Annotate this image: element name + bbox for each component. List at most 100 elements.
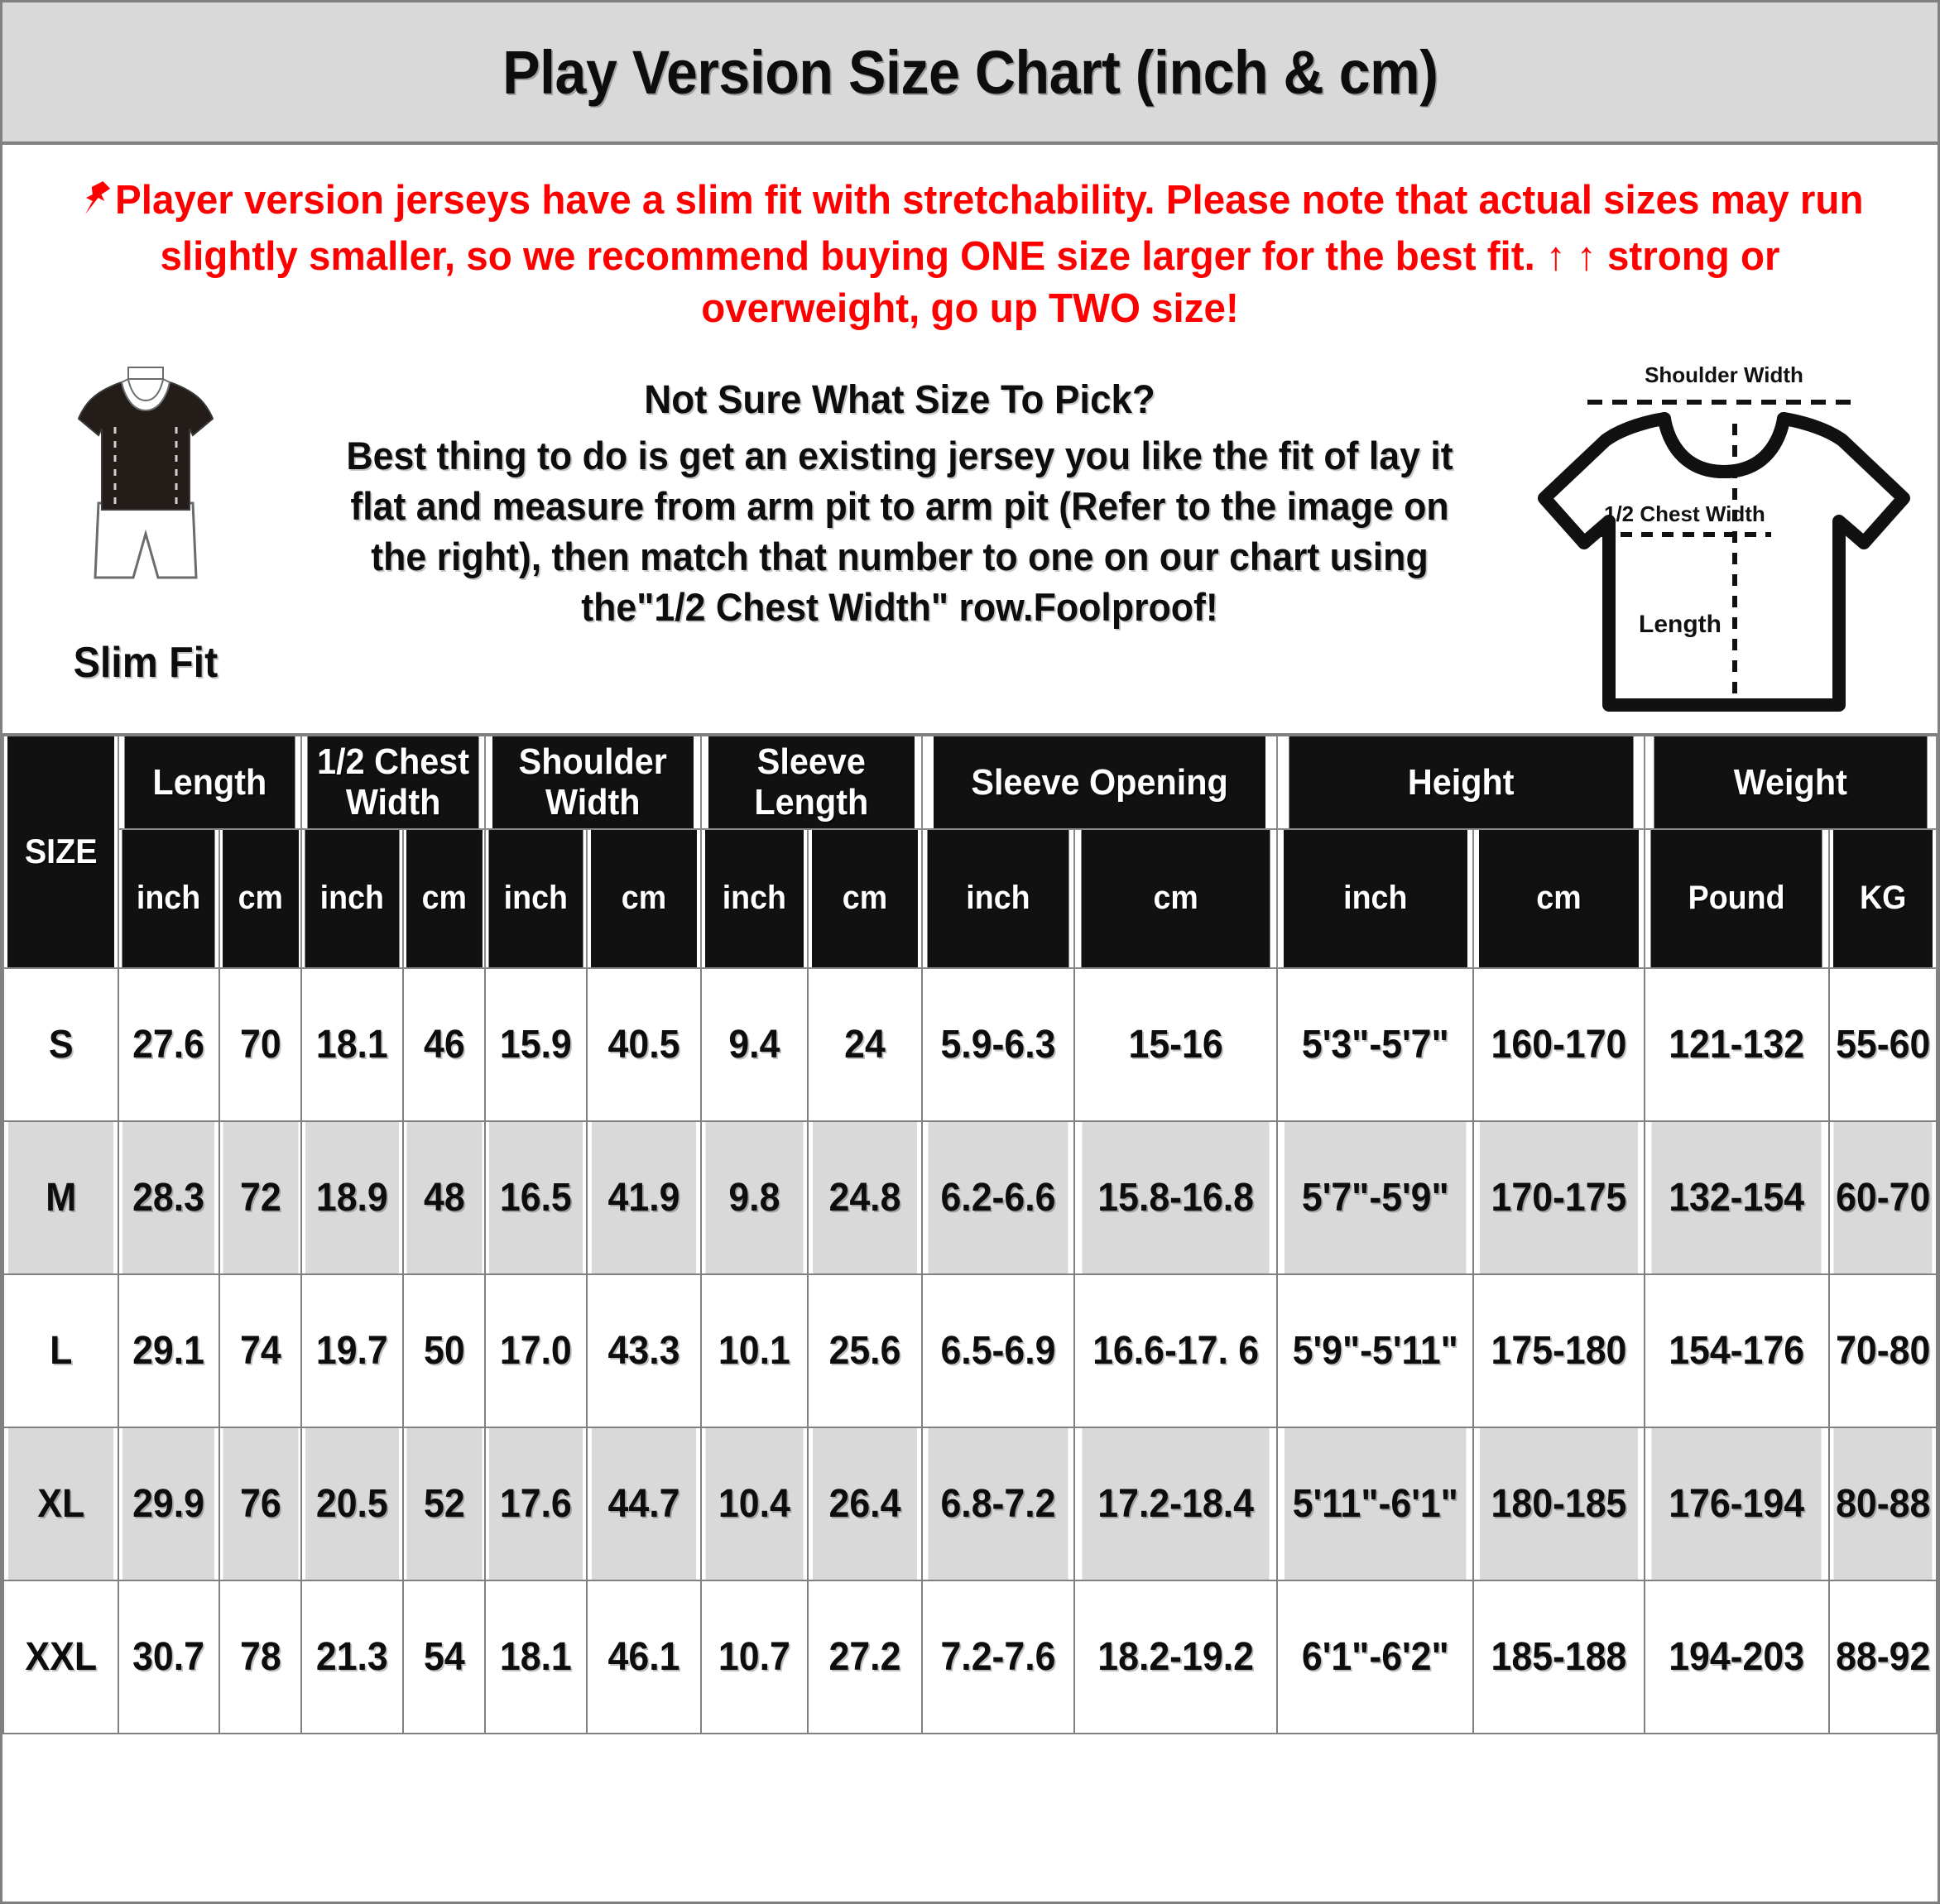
- tee-chest-width-label: 1/2 Chest Width: [1604, 501, 1765, 526]
- cell: 27.2: [810, 1579, 919, 1734]
- title-band: Play Version Size Chart (inch & cm): [2, 2, 1938, 145]
- table-row: L 29.1 74 19.7 50 17.0 43.3 10.1 25.6 6.5-6.9 16.6…: [3, 1273, 1937, 1428]
- col-header-sleevelen-cm: cm: [809, 827, 920, 969]
- cell: 18.1: [304, 966, 401, 1122]
- cell: 5.9-6.3: [926, 966, 1070, 1122]
- cell: 70-80: [1832, 1273, 1934, 1428]
- row-size-label: XL: [6, 1426, 116, 1581]
- cell: 43.3: [589, 1273, 699, 1428]
- cell: 29.1: [121, 1273, 217, 1428]
- cell: 76: [221, 1426, 300, 1581]
- table-row: M 28.3 72 18.9 48 16.5 41.9 9.8 24.8 6.2-6.6 15.8-…: [3, 1120, 1937, 1275]
- col-group-half-chest-width: 1/2 Chest Width: [305, 734, 481, 830]
- tee-diagram-block: Shoulder Width 1/2 Chest Width Length: [1517, 359, 1931, 736]
- cell: 175-180: [1478, 1273, 1640, 1428]
- col-header-sleevelen-inch: inch: [703, 827, 805, 969]
- cell: 29.9: [121, 1426, 217, 1581]
- cell: 72: [221, 1120, 300, 1275]
- cell: 10.4: [703, 1426, 805, 1581]
- cell: 60-70: [1832, 1120, 1934, 1275]
- cell: 7.2-7.6: [926, 1579, 1070, 1734]
- cell: 170-175: [1478, 1120, 1640, 1275]
- cell: 30.7: [121, 1579, 217, 1734]
- cell: 46.1: [589, 1579, 699, 1734]
- cell: 185-188: [1478, 1579, 1640, 1734]
- cell: 10.1: [703, 1273, 805, 1428]
- col-header-shoulder-inch: inch: [487, 827, 585, 969]
- cell: 10.7: [703, 1579, 805, 1734]
- cell: 78: [221, 1579, 300, 1734]
- cell: 6'1"-6'2": [1283, 1579, 1468, 1734]
- cell: 24: [810, 966, 919, 1122]
- cell: 52: [405, 1426, 483, 1581]
- row-size-label: L: [6, 1273, 116, 1428]
- cell: 88-92: [1832, 1579, 1934, 1734]
- col-group-sleeve-opening: Sleeve Opening: [931, 734, 1267, 830]
- col-header-chest-inch: inch: [303, 827, 401, 969]
- col-header-shoulder-cm: cm: [589, 827, 699, 969]
- cell: 74: [221, 1273, 300, 1428]
- cell: 6.8-7.2: [926, 1426, 1070, 1581]
- cell: 5'9"-5'11": [1283, 1273, 1468, 1428]
- table-row: XL 29.9 76 20.5 52 17.6 44.7 10.4 26.4 6.8-7.2 17.…: [3, 1426, 1937, 1581]
- col-header-weight-kg: KG: [1831, 827, 1935, 969]
- cell: 16.5: [487, 1120, 584, 1275]
- cell: 15-16: [1080, 966, 1271, 1122]
- cell: 194-203: [1650, 1579, 1823, 1734]
- cell: 27.6: [121, 966, 217, 1122]
- cell: 19.7: [304, 1273, 401, 1428]
- table-row: S 27.6 70 18.1 46 15.9 40.5 9.4 24 5.9-6.3 15-16 5'…: [3, 966, 1937, 1122]
- col-header-chest-cm: cm: [404, 827, 484, 969]
- cell: 9.8: [703, 1120, 805, 1275]
- col-header-size: SIZE: [6, 734, 117, 969]
- table-row: XXL 30.7 78 21.3 54 18.1 46.1 10.7 27.2 7.2-7.6 18…: [3, 1579, 1937, 1734]
- cell: 5'7"-5'9": [1283, 1120, 1468, 1275]
- cell: 40.5: [589, 966, 699, 1122]
- cell: 17.6: [487, 1426, 584, 1581]
- col-group-weight: Weight: [1652, 734, 1929, 830]
- cell: 48: [405, 1120, 483, 1275]
- cell: 18.9: [304, 1120, 401, 1275]
- cell: 46: [405, 966, 483, 1122]
- cell: 28.3: [121, 1120, 217, 1275]
- col-group-length: Length: [123, 734, 297, 830]
- cell: 24.8: [810, 1120, 919, 1275]
- cell: 21.3: [304, 1579, 401, 1734]
- cell: 176-194: [1650, 1426, 1823, 1581]
- col-group-sleeve-length: Sleeve Length: [707, 734, 916, 830]
- table-group-header-row: SIZE Length 1/2 Chest Width Shoulder Wid…: [3, 734, 1937, 969]
- row-size-label: M: [6, 1120, 116, 1275]
- cell: 5'11"-6'1": [1283, 1426, 1468, 1581]
- pushpin-icon: [76, 178, 113, 231]
- slim-fit-illustration-block: Slim Fit: [9, 359, 282, 688]
- col-group-height: Height: [1287, 734, 1635, 830]
- cell: 55-60: [1832, 966, 1934, 1122]
- table-body: S 27.6 70 18.1 46 15.9 40.5 9.4 24 5.9-6.3 15-16 5'…: [3, 966, 1937, 1734]
- cell: 15.8-16.8: [1080, 1120, 1271, 1275]
- cell: 18.2-19.2: [1080, 1579, 1271, 1734]
- howto-body: Best thing to do is get an existing jers…: [346, 434, 1453, 630]
- col-header-sleeveopen-cm: cm: [1079, 827, 1272, 969]
- fit-notice-text: Player version jerseys have a slim fit w…: [115, 178, 1864, 332]
- cell: 50: [405, 1273, 483, 1428]
- cell: 16.6-17. 6: [1080, 1273, 1271, 1428]
- howto-block: Not Sure What Size To Pick? Best thing t…: [282, 359, 1517, 632]
- cell: 5'3"-5'7": [1283, 966, 1468, 1122]
- row-size-label: XXL: [6, 1579, 116, 1734]
- fit-notice: Player version jerseys have a slim fit w…: [31, 145, 1909, 344]
- cell: 20.5: [304, 1426, 401, 1581]
- row-size-label: S: [6, 966, 116, 1122]
- col-header-height-cm: cm: [1477, 827, 1641, 969]
- col-header-sleeveopen-inch: inch: [925, 827, 1071, 969]
- cell: 160-170: [1478, 966, 1640, 1122]
- cell: 17.0: [487, 1273, 584, 1428]
- cell: 6.2-6.6: [926, 1120, 1070, 1275]
- cell: 132-154: [1650, 1120, 1823, 1275]
- cell: 154-176: [1650, 1273, 1823, 1428]
- col-header-length-cm: cm: [220, 827, 300, 969]
- cell: 25.6: [810, 1273, 919, 1428]
- col-header-weight-pound: Pound: [1649, 827, 1824, 969]
- cell: 41.9: [589, 1120, 699, 1275]
- cell: 80-88: [1832, 1426, 1934, 1581]
